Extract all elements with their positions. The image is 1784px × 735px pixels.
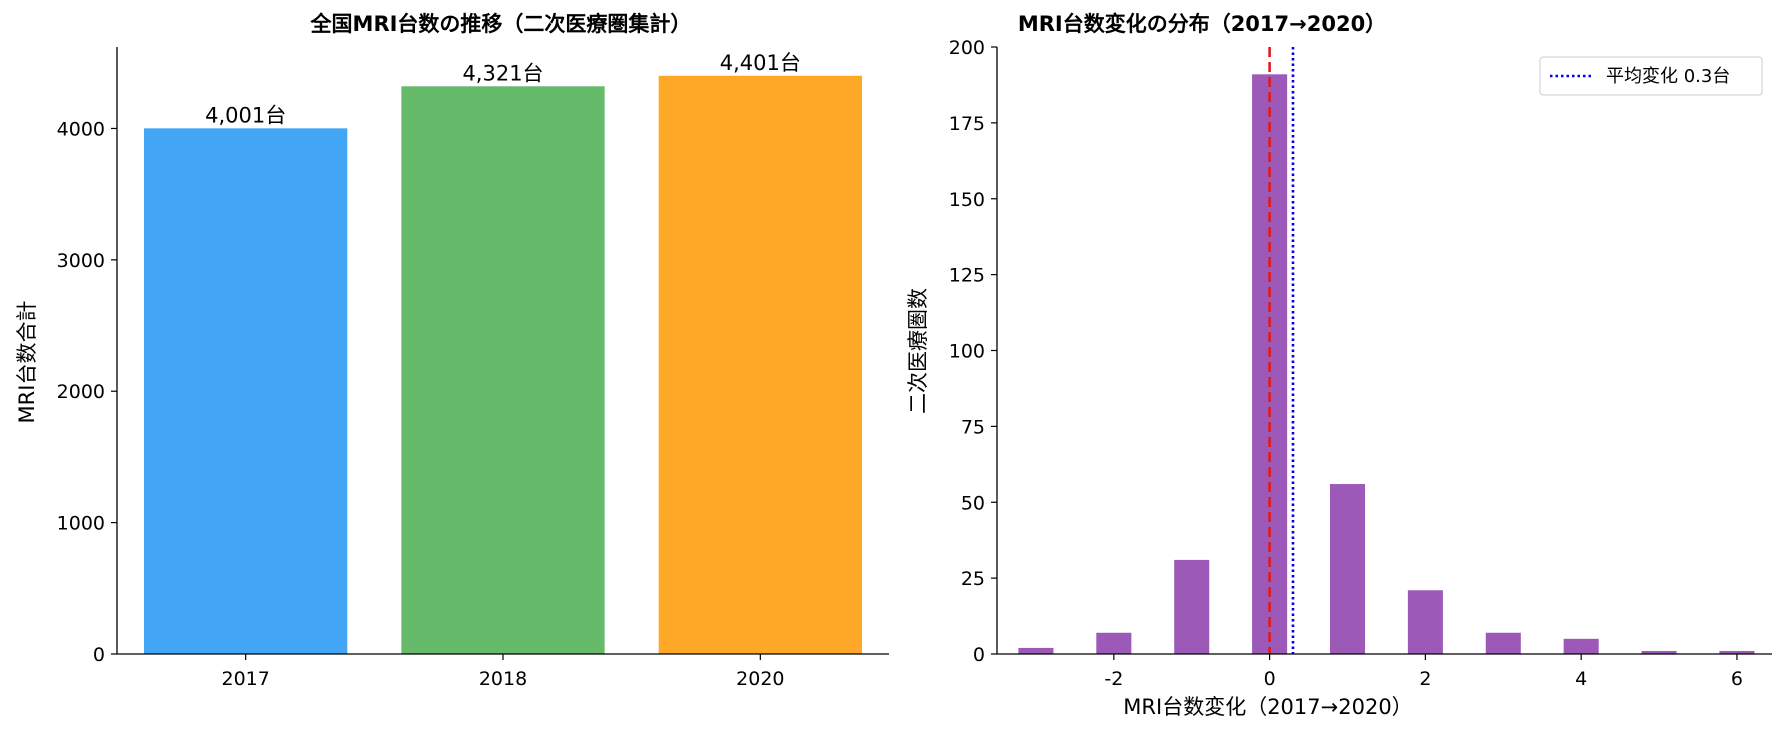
y-tick-label-2000: 2000	[57, 381, 105, 403]
bar-data-label-2020: 4,401台	[720, 51, 801, 75]
histogram-bin-4	[1563, 638, 1599, 654]
histogram-bin-6	[1719, 650, 1755, 654]
y-tick-label-175: 175	[949, 113, 985, 135]
bar-chart-y-ticks: 0 1000 2000 3000 4000	[57, 118, 117, 666]
histogram-bin-2	[1407, 590, 1443, 654]
histogram-y-axis-label: 二次医療圏数	[906, 288, 930, 414]
histogram-x-ticks: -2 0 2 4 6	[1104, 654, 1743, 690]
x-tick-label--2: -2	[1104, 668, 1123, 690]
histogram-bin-5	[1641, 650, 1677, 654]
x-tick-label-0: 0	[1264, 668, 1276, 690]
y-tick-label-3000: 3000	[57, 250, 105, 272]
histogram-bin--1	[1174, 559, 1210, 654]
y-tick-label-100: 100	[949, 341, 985, 363]
bar-2018	[401, 86, 605, 655]
y-tick-label-1000: 1000	[57, 513, 105, 535]
x-tick-label-6: 6	[1731, 668, 1743, 690]
histogram-bins	[1018, 74, 1755, 654]
x-tick-label-2018: 2018	[479, 668, 527, 690]
histogram-y-ticks: 0 25 50 75 100 125 150 175 200	[949, 37, 997, 666]
y-tick-label-4000: 4000	[57, 118, 105, 140]
bar-data-label-2017: 4,001台	[205, 103, 286, 127]
histogram-mri-change: MRI台数変化の分布（2017→2020） 二次医療圏数 MRI台数変化（201…	[906, 12, 1772, 719]
bar-group	[144, 75, 862, 655]
bar-data-label-2018: 4,321台	[462, 61, 543, 85]
y-tick-label-50: 50	[961, 492, 985, 514]
histogram-bin--3	[1018, 647, 1054, 654]
histogram-bin-1	[1329, 484, 1366, 654]
bar-chart-y-axis-label: MRI台数合計	[15, 301, 39, 424]
bar-2020	[658, 75, 862, 654]
legend-box	[1539, 56, 1763, 96]
legend-label-mean-change: 平均変化 0.3台	[1606, 66, 1730, 87]
y-tick-label-150: 150	[949, 189, 985, 211]
histogram-title: MRI台数変化の分布（2017→2020）	[1018, 12, 1386, 36]
y-tick-label-200: 200	[949, 37, 985, 59]
bar-chart-x-ticks: 2017 2018 2020	[221, 654, 785, 690]
histogram-x-axis-label: MRI台数変化（2017→2020）	[1123, 695, 1412, 719]
histogram-legend: 平均変化 0.3台	[1539, 56, 1763, 96]
y-tick-label-0: 0	[973, 644, 985, 666]
y-tick-label-75: 75	[961, 416, 985, 438]
histogram-reference-lines	[1268, 47, 1295, 654]
y-tick-label-125: 125	[949, 265, 985, 287]
y-tick-label-25: 25	[961, 568, 985, 590]
bar-chart-mri-total: 全国MRI台数の推移（二次医療圏集計） MRI台数合計 4,001台 4,321台…	[15, 12, 889, 690]
x-tick-label-4: 4	[1575, 668, 1587, 690]
histogram-bin--2	[1096, 632, 1132, 654]
x-tick-label-2020: 2020	[736, 668, 784, 690]
histogram-bin-3	[1485, 632, 1521, 654]
bar-data-labels: 4,001台 4,321台 4,401台	[205, 51, 801, 128]
x-tick-label-2017: 2017	[221, 668, 269, 690]
y-tick-label-0: 0	[93, 644, 105, 666]
x-tick-label-2: 2	[1419, 668, 1431, 690]
bar-2017	[144, 128, 348, 654]
bar-chart-title: 全国MRI台数の推移（二次医療圏集計）	[310, 12, 692, 36]
